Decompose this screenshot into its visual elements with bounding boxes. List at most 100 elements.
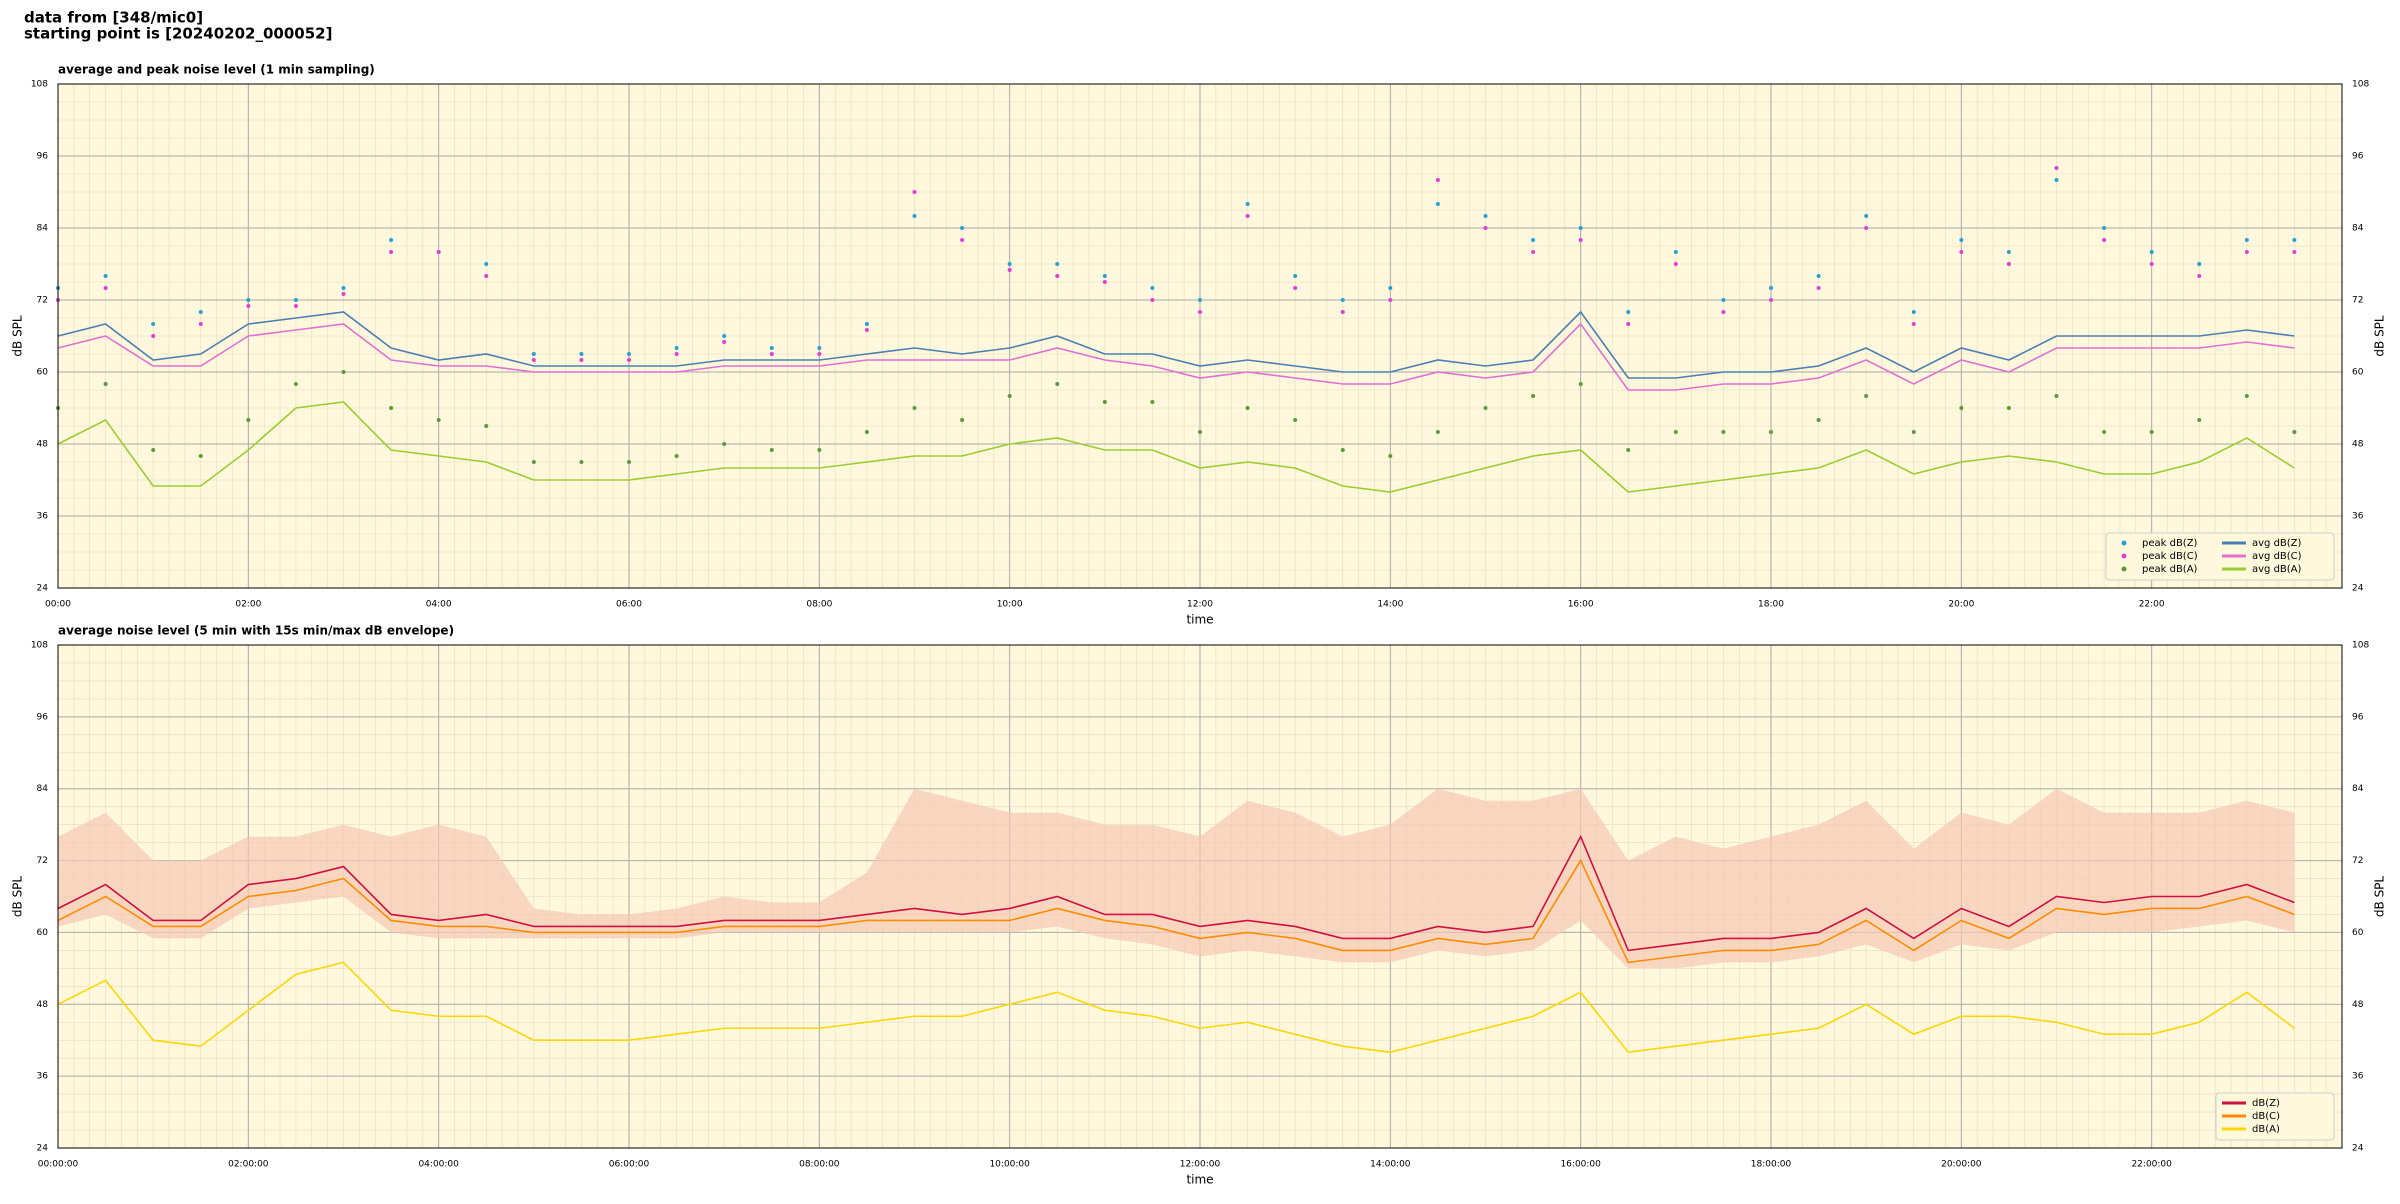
peak-marker [674, 352, 679, 356]
peak-marker [1388, 298, 1393, 302]
peak-marker [531, 352, 536, 356]
x-tick-label: 06:00:00 [609, 1160, 650, 1170]
x-tick-label: 08:00:00 [799, 1160, 840, 1170]
x-tick-label: 14:00:00 [1370, 1160, 1411, 1170]
peak-marker [627, 460, 631, 464]
chart-title: average and peak noise level (1 min samp… [58, 63, 375, 77]
peak-marker [1959, 250, 1964, 254]
peak-marker [864, 430, 869, 434]
peak-marker [1245, 214, 1250, 218]
peak-marker [817, 448, 822, 452]
peak-marker [1531, 238, 1536, 242]
peak-marker [722, 442, 727, 446]
x-axis-label: time [1186, 1173, 1213, 1187]
peak-marker [960, 226, 965, 230]
peak-marker [1102, 400, 1107, 404]
peak-marker [1483, 214, 1488, 218]
peak-marker [1007, 262, 1012, 266]
peak-marker [1102, 274, 1107, 278]
peak-marker [389, 250, 394, 254]
peak-marker [1721, 298, 1726, 302]
peak-marker [103, 382, 108, 386]
peak-marker [1531, 394, 1536, 398]
peak-marker [769, 448, 774, 452]
peak-marker [1721, 430, 1726, 434]
peak-marker [198, 454, 203, 458]
peak-marker [1721, 310, 1726, 314]
peak-marker [1293, 274, 1298, 278]
x-tick-label: 12:00 [1187, 600, 1213, 610]
peak-marker [1055, 274, 1060, 278]
legend-label: peak dB(Z) [2142, 538, 2198, 549]
y-tick-label: 60 [37, 928, 49, 938]
peak-marker [1435, 430, 1440, 434]
peak-marker [2149, 262, 2154, 266]
peak-marker [2244, 394, 2249, 398]
y-tick-label: 84 [2352, 784, 2364, 794]
peak-marker [2244, 250, 2249, 254]
y-tick-label: 24 [37, 584, 49, 594]
peak-marker [1102, 280, 1107, 284]
y-tick-label: 48 [2352, 440, 2364, 450]
x-tick-label: 20:00 [1948, 600, 1974, 610]
peak-marker [674, 454, 679, 458]
peak-marker [769, 346, 774, 350]
peak-marker [389, 238, 394, 242]
peak-marker [2197, 274, 2202, 278]
peak-marker [1911, 322, 1916, 326]
x-tick-label: 08:00 [806, 600, 832, 610]
peak-marker [1198, 430, 1202, 434]
peak-marker [1626, 322, 1631, 326]
peak-marker [2292, 430, 2297, 434]
peak-marker [1055, 262, 1060, 266]
peak-marker [1007, 268, 1012, 272]
y-tick-label: 72 [2352, 296, 2363, 306]
peak-marker [2054, 178, 2059, 182]
peak-marker [293, 382, 298, 386]
peak-marker [2197, 262, 2202, 266]
legend-marker [2121, 553, 2127, 559]
peak-marker [2006, 262, 2011, 266]
x-tick-label: 14:00 [1377, 600, 1403, 610]
envelope [58, 788, 2295, 969]
peak-marker [2006, 406, 2011, 410]
peak-marker [246, 304, 251, 308]
series-line [57, 322, 2295, 391]
peak-marker [912, 406, 917, 410]
peak-marker [1150, 298, 1155, 302]
peak-marker [1578, 238, 1583, 242]
peak-marker [2197, 418, 2202, 422]
header-line: data from [348/mic0] [24, 9, 203, 27]
y-tick-label: 108 [2352, 641, 2369, 651]
peak-marker [103, 286, 108, 290]
chart-title: average noise level (5 min with 15s min/… [58, 624, 454, 638]
peak-marker [1388, 454, 1393, 458]
legend-marker [2121, 566, 2127, 572]
peak-marker [769, 352, 774, 356]
peak-marker [960, 238, 965, 242]
peak-marker [912, 214, 917, 218]
peak-marker [2102, 238, 2107, 242]
y-tick-label: 36 [2352, 512, 2364, 522]
peak-marker [864, 328, 869, 332]
y-tick-label: 84 [2352, 224, 2364, 234]
peak-marker [579, 358, 584, 362]
peak-marker [1864, 226, 1869, 230]
y-tick-label: 96 [37, 712, 49, 722]
peak-marker [531, 460, 536, 464]
peak-marker [1340, 298, 1345, 302]
x-tick-label: 20:00:00 [1941, 1160, 1982, 1170]
peak-marker [1198, 298, 1202, 302]
y-tick-label: 48 [37, 1000, 49, 1010]
peak-marker [817, 352, 822, 356]
peak-marker [1816, 286, 1821, 290]
peak-marker [1435, 202, 1440, 206]
y-tick-label: 108 [31, 641, 48, 651]
peak-marker [2292, 238, 2297, 242]
y-tick-label: 60 [2352, 928, 2364, 938]
peak-marker [151, 448, 156, 452]
peak-marker [341, 286, 346, 290]
peak-marker [1911, 310, 1916, 314]
